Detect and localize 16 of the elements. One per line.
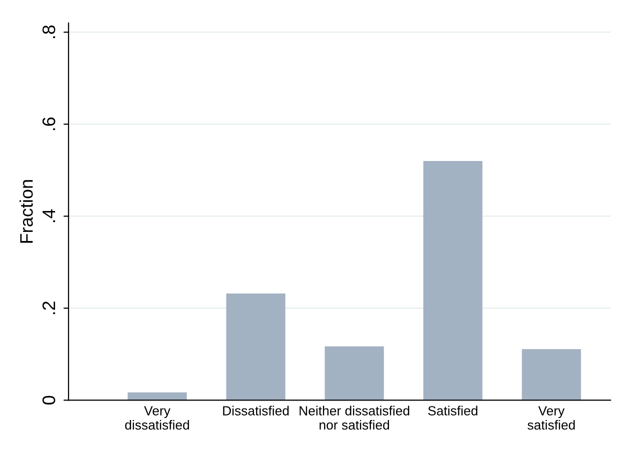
x-tick-label: Dissatisfied [223, 406, 289, 416]
y-tick-label: .2 [42, 302, 56, 314]
y-tick-label: .8 [42, 25, 56, 38]
bar [226, 293, 286, 400]
y-tick-label: 0 [42, 396, 56, 405]
y-tick-label: .6 [42, 117, 56, 130]
bar [522, 349, 581, 400]
y-tick-label: .4 [42, 209, 56, 222]
y-axis-title: Fraction [20, 180, 33, 243]
bar [423, 161, 482, 400]
bar [324, 346, 384, 400]
x-tick-label: Very dissatisfied [125, 406, 190, 430]
x-tick-label: Very satisfied [528, 406, 575, 430]
x-tick-label: Neither dissatisfied nor satisfied [300, 406, 410, 430]
bar [128, 392, 187, 400]
x-tick-label: Satisfied [428, 406, 478, 416]
